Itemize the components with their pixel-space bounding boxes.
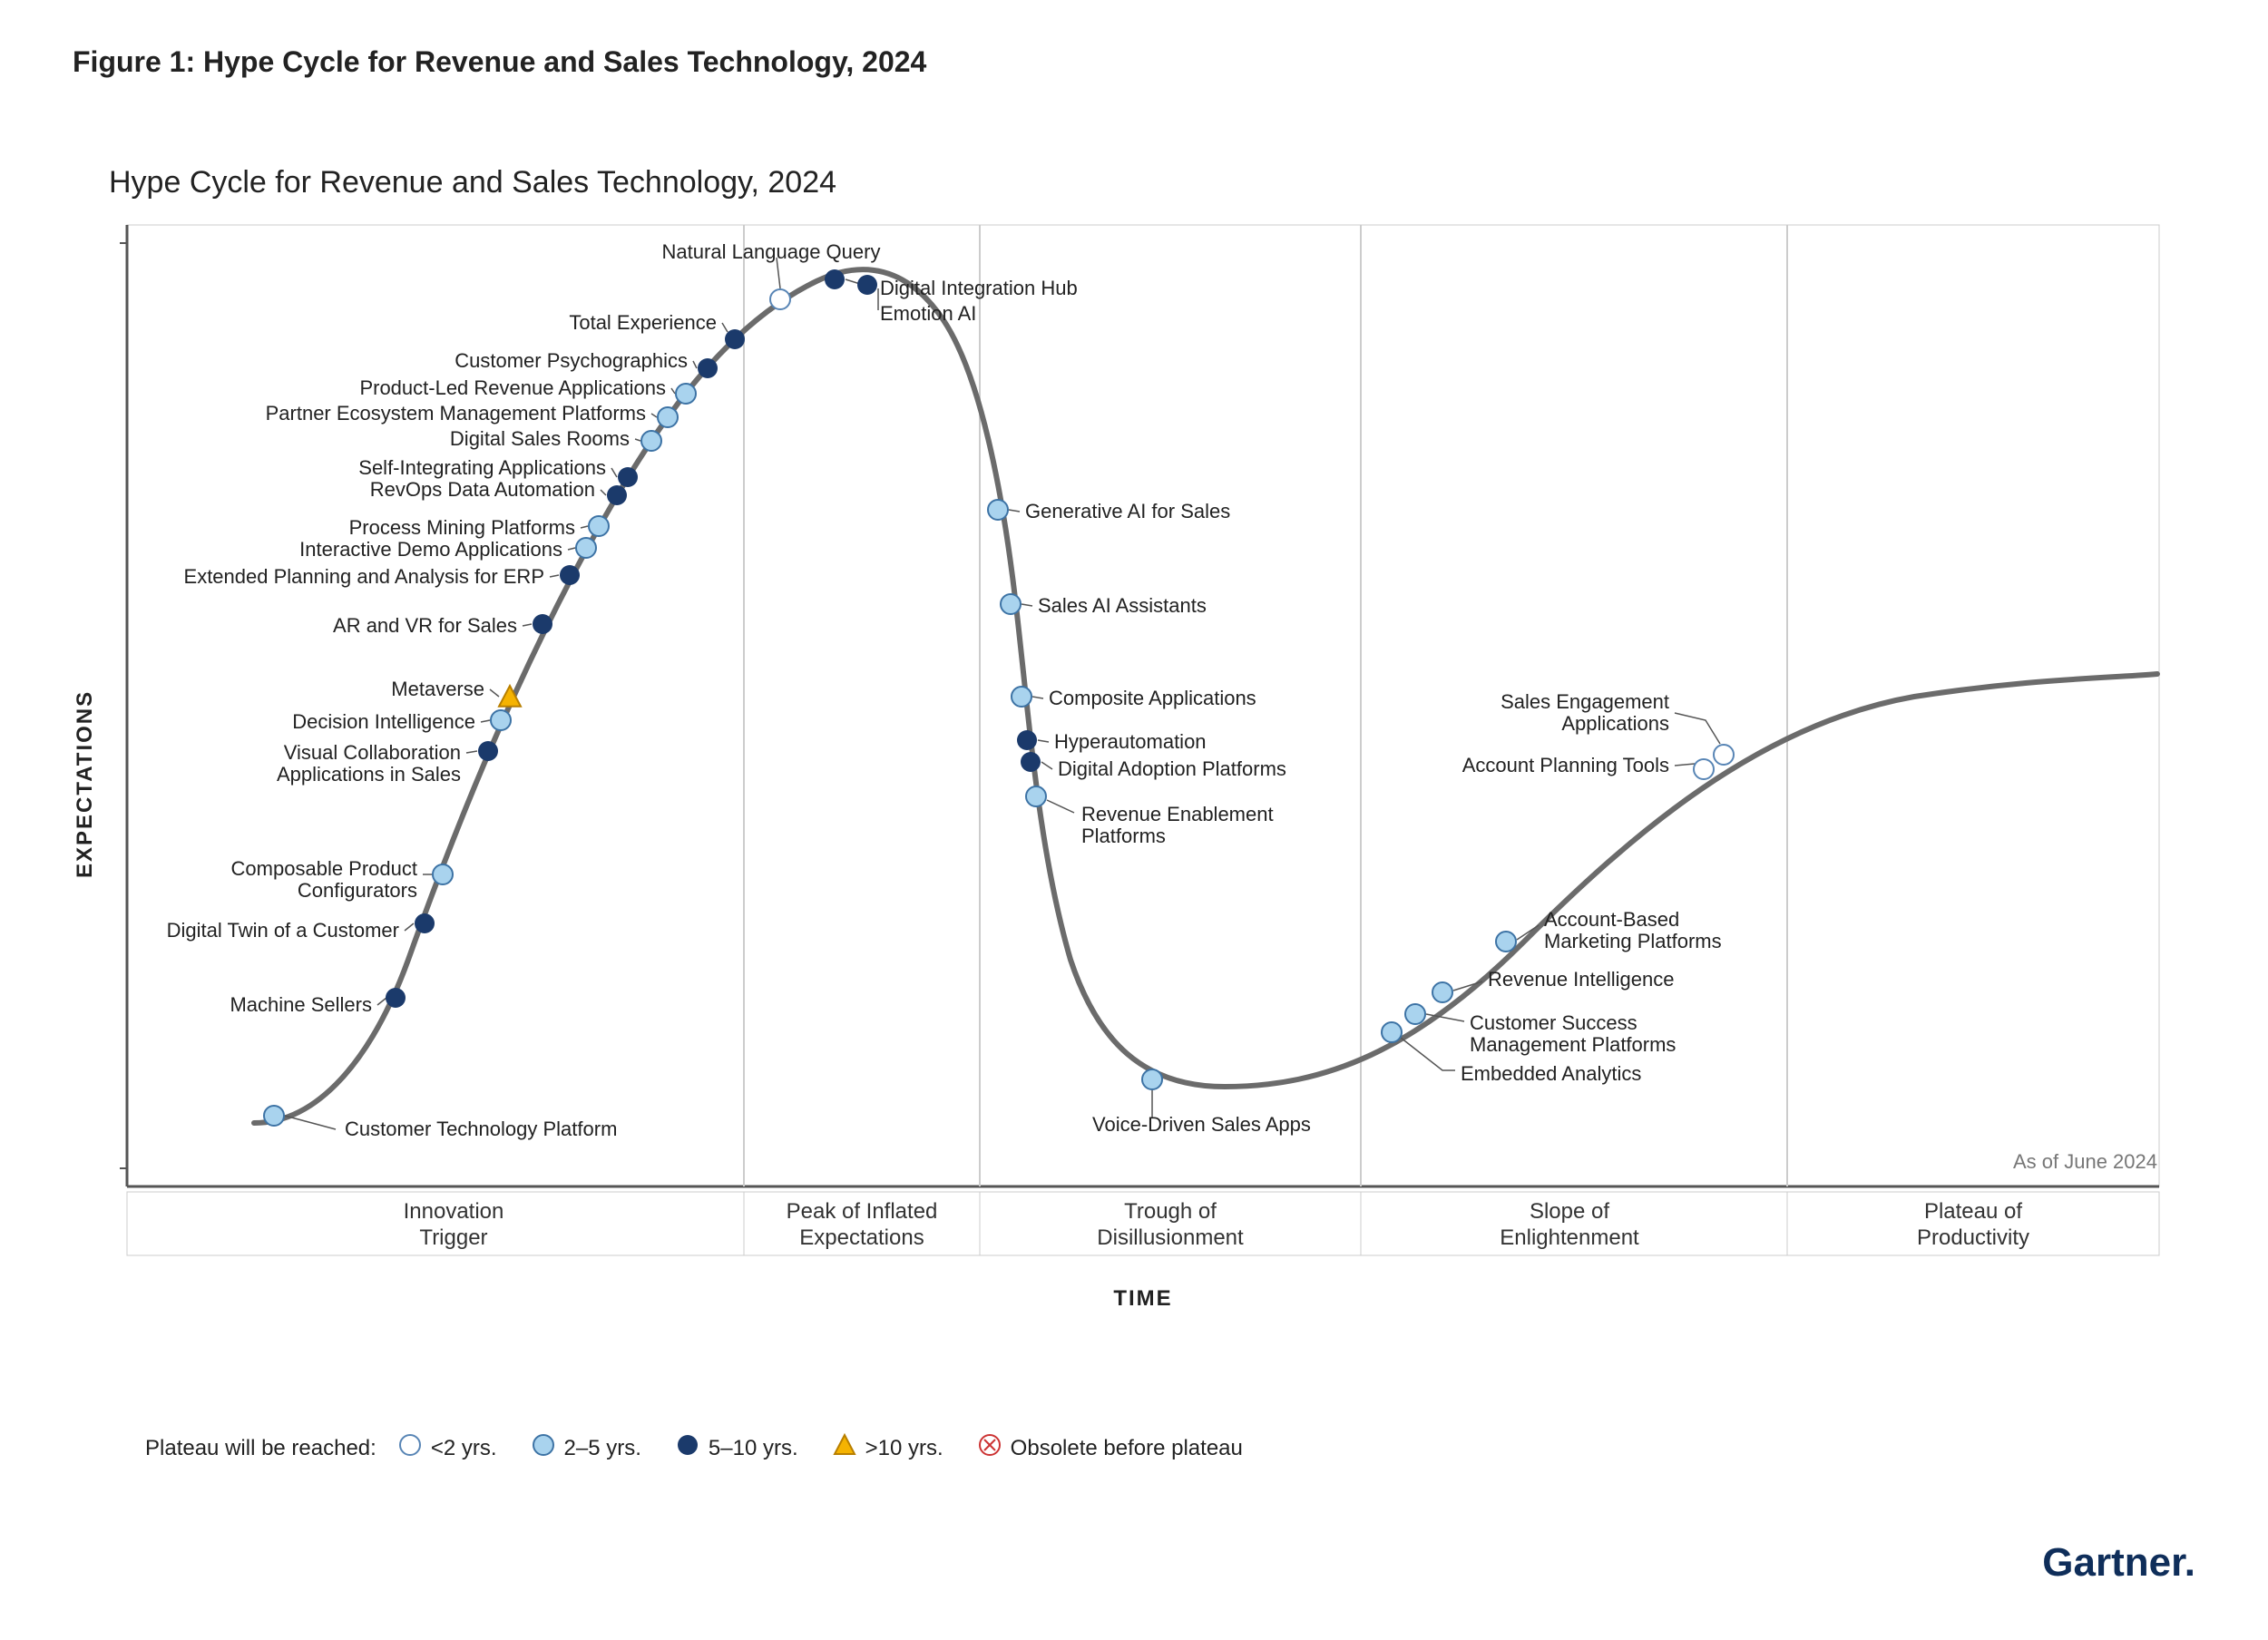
page: Figure 1: Hype Cycle for Revenue and Sal… xyxy=(0,0,2268,1640)
legend-item-label: 2–5 yrs. xyxy=(564,1436,641,1461)
tech-label: Interactive Demo Applications xyxy=(299,539,562,561)
tech-label: Machine Sellers xyxy=(230,994,372,1016)
tech-label: Self-Integrating Applications xyxy=(358,457,606,479)
y-axis-label: EXPECTATIONS xyxy=(73,690,98,878)
tech-label: Customer Psychographics xyxy=(455,350,688,372)
tech-label: Emotion AI xyxy=(880,303,976,325)
tech-label: Digital Integration Hub xyxy=(880,278,1078,299)
2to5-marker-icon xyxy=(532,1433,555,1463)
phase-label: Peak of InflatedExpectations xyxy=(726,1199,998,1252)
legend-item-label: 5–10 yrs. xyxy=(709,1436,798,1461)
phase-label: InnovationTrigger xyxy=(318,1199,590,1252)
lt2-marker-icon xyxy=(398,1433,422,1463)
obsolete-marker-icon xyxy=(978,1433,1002,1463)
tech-label: RevOps Data Automation xyxy=(370,479,595,501)
tech-label: Extended Planning and Analysis for ERP xyxy=(184,566,544,588)
tech-label: Account Planning Tools xyxy=(1462,755,1669,776)
tech-label: Embedded Analytics xyxy=(1461,1063,1641,1085)
tech-label: Account-BasedMarketing Platforms xyxy=(1544,909,1722,952)
legend-item: 2–5 yrs. xyxy=(532,1433,641,1463)
legend-item: Obsolete before plateau xyxy=(978,1433,1243,1463)
tech-label: Hyperautomation xyxy=(1054,731,1207,753)
tech-label: Visual CollaborationApplications in Sale… xyxy=(277,742,461,786)
tech-label: Partner Ecosystem Management Platforms xyxy=(266,403,646,425)
legend-items-container: <2 yrs. 2–5 yrs. 5–10 yrs. >10 yrs. Obsolete… xyxy=(398,1433,1243,1463)
tech-label: Sales EngagementApplications xyxy=(1501,691,1669,735)
legend: Plateau will be reached: <2 yrs. 2–5 yrs.… xyxy=(145,1433,1243,1463)
legend-title: Plateau will be reached: xyxy=(145,1436,376,1461)
5to10-marker-icon xyxy=(676,1433,699,1463)
tech-label: Sales AI Assistants xyxy=(1038,595,1207,617)
tech-label: Total Experience xyxy=(569,312,717,334)
brand-logo: Gartner. xyxy=(2042,1540,2195,1586)
x-axis-label: TIME xyxy=(1113,1286,1172,1312)
tech-label: Voice-Driven Sales Apps xyxy=(1092,1114,1311,1136)
tech-label: Digital Adoption Platforms xyxy=(1058,758,1286,780)
chart-title: Hype Cycle for Revenue and Sales Technol… xyxy=(109,165,836,200)
tech-label: Generative AI for Sales xyxy=(1025,501,1230,522)
tech-label: AR and VR for Sales xyxy=(333,615,517,637)
tech-label: Natural Language Query xyxy=(662,241,881,263)
figure-label: Figure 1: Hype Cycle for Revenue and Sal… xyxy=(73,45,926,79)
tech-label: Customer Technology Platform xyxy=(345,1118,617,1140)
tech-label: Revenue EnablementPlatforms xyxy=(1081,804,1274,847)
legend-item: 5–10 yrs. xyxy=(676,1433,798,1463)
tech-label: Digital Sales Rooms xyxy=(450,428,630,450)
tech-label: Revenue Intelligence xyxy=(1488,969,1674,991)
gt10-marker-icon xyxy=(833,1433,856,1463)
phase-label: Slope ofEnlightenment xyxy=(1433,1199,1706,1252)
phase-label: Trough ofDisillusionment xyxy=(1034,1199,1306,1252)
phase-label: Plateau ofProductivity xyxy=(1837,1199,2109,1252)
legend-item: <2 yrs. xyxy=(398,1433,497,1463)
tech-label: Composite Applications xyxy=(1049,688,1256,709)
tech-label: Process Mining Platforms xyxy=(349,517,575,539)
tech-label: Composable ProductConfigurators xyxy=(231,858,417,902)
legend-item-label: <2 yrs. xyxy=(431,1436,497,1461)
legend-item-label: Obsolete before plateau xyxy=(1011,1436,1243,1461)
tech-label: Product-Led Revenue Applications xyxy=(359,377,666,399)
legend-item-label: >10 yrs. xyxy=(865,1436,943,1461)
tech-label: Digital Twin of a Customer xyxy=(167,920,399,942)
legend-item: >10 yrs. xyxy=(833,1433,943,1463)
as-of-text: As of June 2024 xyxy=(2013,1150,2157,1174)
tech-label: Customer SuccessManagement Platforms xyxy=(1470,1012,1676,1056)
chart-area: EXPECTATIONS InnovationTriggerPeak of In… xyxy=(109,216,2177,1259)
tech-label: Metaverse xyxy=(391,678,484,700)
tech-label: Decision Intelligence xyxy=(292,711,475,733)
